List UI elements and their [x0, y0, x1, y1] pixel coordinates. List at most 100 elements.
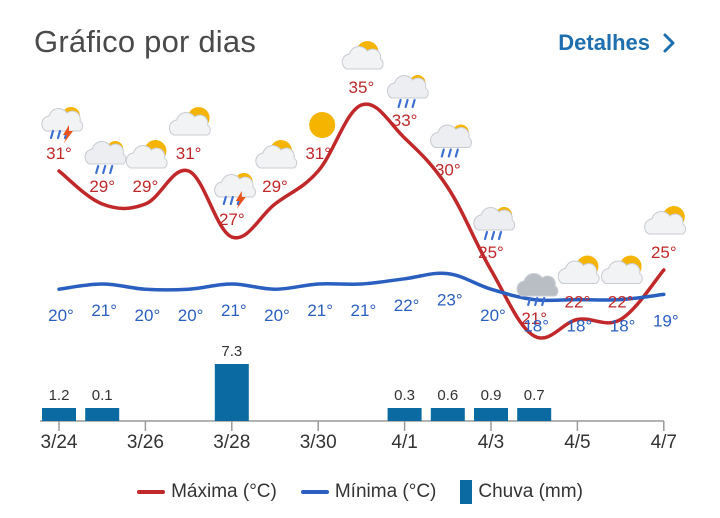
x-tick-label: 3/26 [127, 432, 164, 453]
rain-value-label: 0.1 [92, 387, 113, 404]
max-temp-label: 29° [262, 177, 288, 196]
cloud-sun-icon [255, 140, 298, 169]
min-temp-label: 18° [523, 317, 549, 336]
max-temp-label: 21° [521, 309, 547, 328]
rain-drop [404, 98, 409, 109]
cloud-shape [84, 141, 127, 165]
rain-drop [222, 195, 227, 206]
max-temp-label: 25° [478, 243, 504, 262]
min-temp-label: 21° [221, 301, 247, 320]
min-temp-line [57, 271, 666, 303]
max-temp-label: 31° [176, 144, 202, 163]
daily-weather-chart: 3/24 3/26 3/28 3/30 4/1 4/3 4/5 4/7 1.2 0.1 7.3 0.3… [40, 41, 686, 453]
max-temp-label: 27° [219, 210, 245, 229]
rain-value-label: 0.3 [394, 387, 415, 404]
max-temp-label: 33° [392, 111, 418, 130]
cloud-shape [557, 260, 600, 284]
legend-max-label: Máxima (°C) [171, 481, 277, 502]
min-temp-label: 20° [135, 306, 161, 325]
partly-sunny-icon [168, 107, 211, 136]
partly-sunny-icon [125, 140, 168, 169]
legend-max: Máxima (°C) [137, 480, 277, 504]
rain-bar [474, 408, 508, 421]
max-temp-label: 22° [565, 293, 591, 312]
rain-cloud-icon [386, 75, 429, 109]
cloud-shape [341, 46, 384, 70]
sun-icon [309, 112, 336, 138]
rain-value-label: 7.3 [221, 343, 242, 360]
rain-cloud-icon [84, 141, 127, 175]
chevron-right-icon [663, 33, 675, 53]
lightning-bolt [235, 191, 246, 209]
cloud-shape [644, 211, 686, 235]
dark-rain-cloud-icon [516, 273, 559, 307]
cloud-sun-icon [341, 41, 384, 70]
x-tick-label: 4/7 [651, 432, 677, 453]
rain-cloud-icon [473, 207, 516, 241]
cloud-shape [600, 260, 643, 284]
legend-min: Mínima (°C) [300, 480, 437, 504]
max-temp-label: 30° [435, 161, 461, 180]
rain-drop [454, 148, 459, 158]
max-temp-label: 29° [133, 177, 159, 196]
x-tick-label: 4/1 [391, 432, 417, 453]
cloud-shape [168, 112, 211, 136]
rain-drop [483, 230, 489, 241]
cloud-shape [255, 145, 298, 169]
legend-min-label: Mínima (°C) [334, 481, 437, 502]
legend-max-swatch [137, 490, 166, 494]
rain-bar [517, 408, 552, 421]
rain-bar [85, 408, 120, 421]
cloud-shape [473, 207, 516, 231]
partly-sunny-icon [644, 206, 686, 235]
rain-drop [440, 148, 445, 158]
legend-rain: Chuva (mm) [460, 480, 583, 504]
rain-drop [109, 164, 114, 175]
details-link[interactable]: Detalhes [558, 30, 676, 56]
max-temp-label: 29° [89, 177, 115, 196]
rain-value-label: 0.9 [481, 387, 502, 404]
cloud-shape [214, 174, 256, 198]
rain-value-label: 1.2 [49, 387, 70, 404]
chart-legend: Máxima (°C) Mínima (°C) Chuva (mm) [0, 480, 720, 504]
cloud-shape [125, 145, 168, 169]
legend-rain-swatch [460, 480, 473, 504]
min-temp-label: 20° [264, 306, 290, 325]
details-label: Detalhes [558, 30, 650, 55]
max-temp-label: 25° [651, 243, 677, 262]
storm-icon [41, 107, 84, 143]
rain-drop [56, 129, 62, 140]
cloud-shape [386, 75, 429, 99]
page-title: Gráfico por dias [34, 24, 257, 59]
min-temp-label: 22° [394, 296, 420, 315]
rain-drop [527, 296, 532, 307]
max-temp-label: 22° [608, 293, 634, 312]
min-temp-label: 21° [91, 301, 117, 320]
max-temp-label: 35° [349, 78, 375, 97]
min-temp-label: 19° [653, 311, 679, 330]
rain-drop [95, 164, 100, 175]
rain-drop [229, 195, 234, 206]
min-temp-label: 18° [610, 317, 636, 336]
min-temp-label: 21° [351, 301, 377, 320]
legend-rain-label: Chuva (mm) [478, 481, 583, 502]
x-tick-label: 4/5 [564, 432, 590, 453]
max-temp-label: 31° [46, 144, 72, 163]
cloud-shape [516, 273, 559, 297]
cloud-shape [41, 108, 84, 132]
rain-drop [497, 230, 503, 241]
rain-drop [411, 98, 416, 109]
rain-drop [490, 230, 496, 241]
rain-drop [541, 296, 546, 307]
lightning-bolt [63, 125, 73, 143]
x-tick-label: 3/28 [213, 432, 250, 453]
rain-drop [534, 296, 539, 307]
rain-cloud-icon [430, 124, 472, 158]
min-temp-label: 20° [480, 306, 506, 325]
min-temp-label: 21° [307, 301, 333, 320]
partly-sunny-icon [600, 255, 643, 284]
rain-bar [430, 408, 465, 421]
min-temp-label: 18° [567, 317, 593, 336]
min-temp-label: 23° [437, 291, 463, 310]
